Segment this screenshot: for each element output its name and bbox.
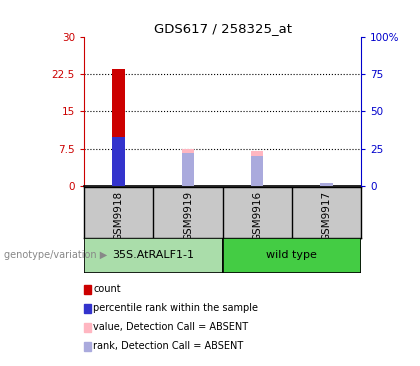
Bar xyxy=(113,69,125,186)
Bar xyxy=(251,156,263,186)
Text: value, Detection Call = ABSENT: value, Detection Call = ABSENT xyxy=(94,322,249,332)
Text: count: count xyxy=(94,284,121,294)
Text: wild type: wild type xyxy=(266,250,318,260)
Title: GDS617 / 258325_at: GDS617 / 258325_at xyxy=(154,22,291,36)
Text: genotype/variation ▶: genotype/variation ▶ xyxy=(4,250,108,261)
Bar xyxy=(223,238,361,273)
Bar xyxy=(182,153,194,186)
Bar xyxy=(251,152,263,186)
Text: GSM9917: GSM9917 xyxy=(322,191,331,241)
Bar xyxy=(320,183,333,186)
Bar xyxy=(182,149,194,186)
Text: GSM9918: GSM9918 xyxy=(114,191,123,241)
Bar xyxy=(113,137,125,186)
Text: rank, Detection Call = ABSENT: rank, Detection Call = ABSENT xyxy=(94,341,244,351)
Text: 35S.AtRALF1-1: 35S.AtRALF1-1 xyxy=(112,250,194,260)
Bar xyxy=(84,238,223,273)
Text: GSM9919: GSM9919 xyxy=(183,191,193,241)
Text: GSM9916: GSM9916 xyxy=(252,191,262,241)
Text: percentile rank within the sample: percentile rank within the sample xyxy=(94,303,258,313)
